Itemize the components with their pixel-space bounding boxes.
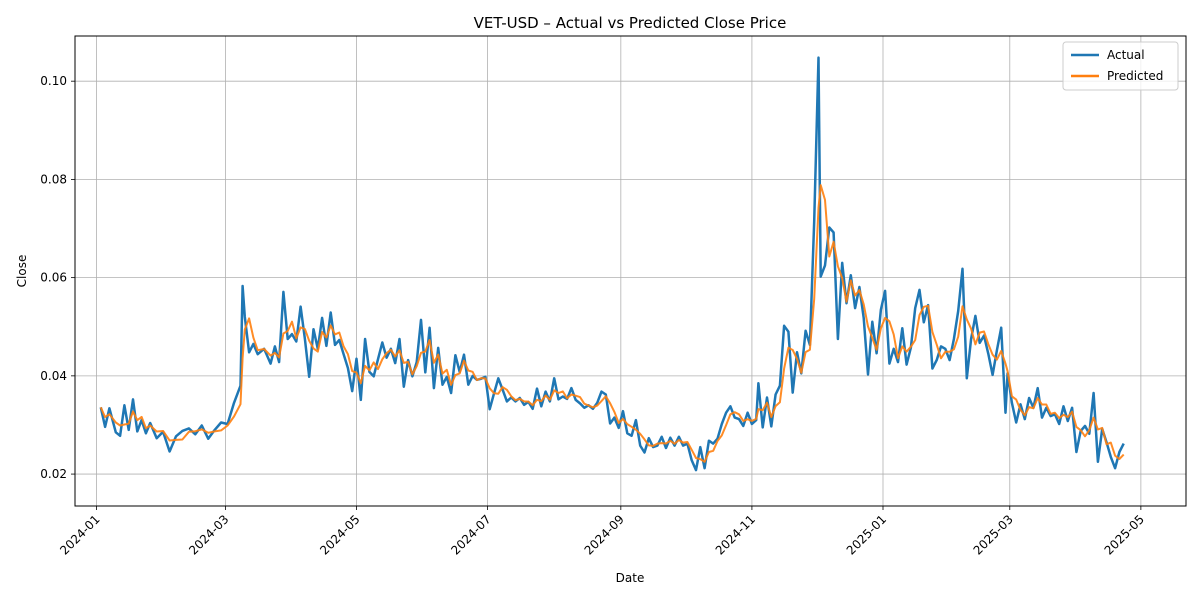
- x-tick-label: 2025-03: [971, 512, 1016, 557]
- series-layer: [99, 56, 1125, 472]
- y-tick-label: 0.06: [40, 271, 67, 285]
- y-axis-title: Close: [15, 255, 29, 288]
- x-tick-label: 2024-11: [713, 512, 758, 557]
- y-tick-label: 0.08: [40, 172, 67, 186]
- series-line-predicted: [99, 184, 1125, 463]
- x-tick-label: 2024-09: [582, 512, 627, 557]
- chart-title: VET-USD – Actual vs Predicted Close Pric…: [474, 14, 787, 32]
- x-tick-label: 2025-01: [844, 512, 889, 557]
- y-tick-label: 0.10: [40, 74, 67, 88]
- legend-label-predicted: Predicted: [1107, 69, 1163, 83]
- legend-label-actual: Actual: [1107, 48, 1145, 62]
- x-tick-label: 2024-03: [186, 512, 231, 557]
- x-tick-label: 2025-05: [1102, 512, 1147, 557]
- series-line-actual: [99, 56, 1125, 472]
- x-tick-label: 2024-07: [448, 512, 493, 557]
- grid: [75, 36, 1186, 506]
- plot-frame: [74, 35, 1187, 507]
- y-tick-label: 0.04: [40, 369, 67, 383]
- y-tick-label: 0.02: [40, 467, 67, 481]
- x-tick-label: 2024-01: [57, 512, 102, 557]
- x-tick-label: 2024-05: [317, 512, 362, 557]
- x-axis-title: Date: [616, 571, 645, 585]
- legend: Actual Predicted: [1062, 41, 1179, 91]
- y-axis: 0.02 0.04 0.06 0.08 0.10: [40, 74, 75, 481]
- x-axis: 2024-01 2024-03 2024-05 2024-07 2024-09 2024-…: [57, 506, 1147, 558]
